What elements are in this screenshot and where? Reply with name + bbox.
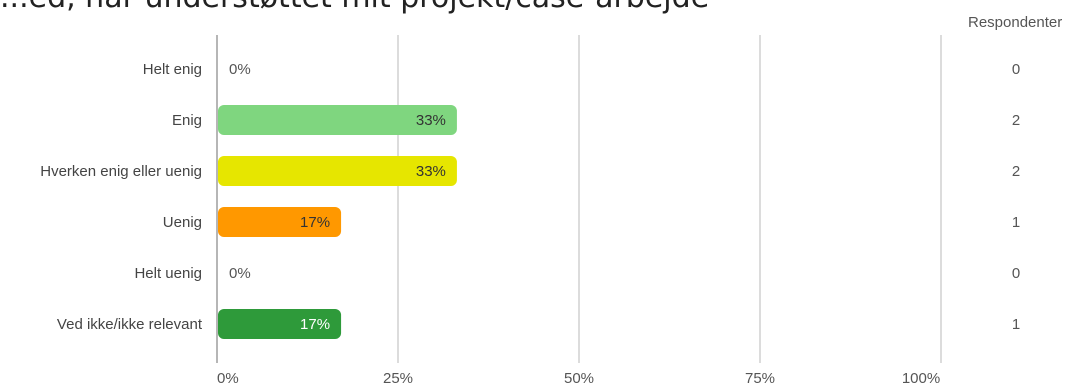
x-tick-label: 25% [383, 370, 413, 387]
bar-value-label: 33% [416, 112, 446, 129]
x-tick-label: 75% [745, 370, 775, 387]
bar-value-label: 17% [300, 316, 330, 333]
category-label: Uenig [163, 214, 202, 231]
bar [218, 105, 457, 135]
bar [218, 156, 457, 186]
bar-value-label: 0% [229, 61, 251, 78]
x-tick-label: 0% [217, 370, 239, 387]
respondent-count: 0 [1012, 61, 1020, 78]
bar-value-label: 0% [229, 265, 251, 282]
respondent-count: 1 [1012, 214, 1020, 231]
category-label: Ved ikke/ikke relevant [57, 316, 203, 333]
category-label: Enig [172, 112, 202, 129]
respondent-count: 2 [1012, 163, 1020, 180]
category-label: Hverken enig eller uenig [40, 163, 202, 180]
category-label: Helt enig [143, 61, 202, 78]
bar-value-label: 17% [300, 214, 330, 231]
respondent-count: 0 [1012, 265, 1020, 282]
x-tick-label: 100% [902, 370, 940, 387]
bar [218, 309, 342, 339]
respondent-count: 2 [1012, 112, 1020, 129]
chart-title: ...ed, når understøttet mit projekt/case… [0, 0, 709, 15]
x-tick-label: 50% [564, 370, 594, 387]
bar [218, 207, 342, 237]
category-label: Helt uenig [134, 265, 202, 282]
respondent-count: 1 [1012, 316, 1020, 333]
respondents-header: Respondenter [968, 14, 1063, 31]
bar-value-label: 33% [416, 163, 446, 180]
